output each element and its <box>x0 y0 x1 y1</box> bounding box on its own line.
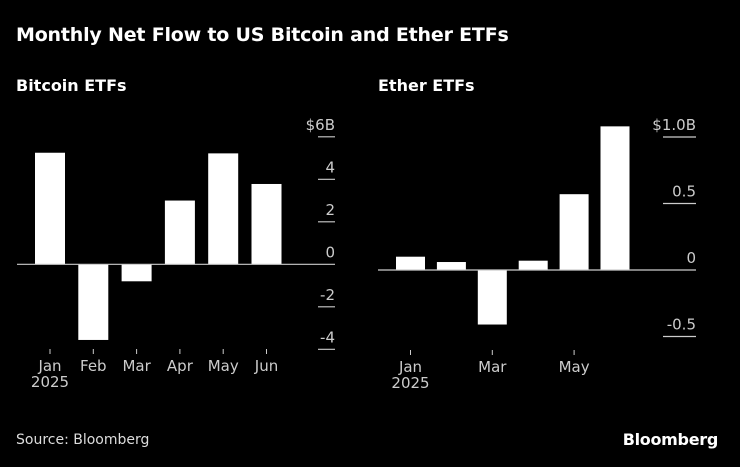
chart-title: Monthly Net Flow to US Bitcoin and Ether… <box>16 24 509 46</box>
bitcoin-y-tick-label: -2 <box>320 286 335 304</box>
ether-y-tick-label: -0.5 <box>667 316 696 334</box>
bitcoin-y-tick-label: $6B <box>306 116 335 134</box>
bitcoin-x-tick-label: Jan <box>37 357 61 375</box>
bitcoin-x-tick-label: Feb <box>80 357 107 375</box>
bitcoin-y-tick-label: -4 <box>320 328 335 346</box>
ether-y-tick-label: $1.0B <box>652 116 696 134</box>
bitcoin-x-tick-label: Apr <box>167 357 194 375</box>
ether-bar-mar <box>477 270 507 325</box>
bitcoin-bar-apr <box>164 200 195 265</box>
bloomberg-logo: Bloomberg <box>622 430 719 449</box>
bitcoin-x-tick-label: Jun <box>254 357 278 375</box>
ether-x-tick-label: Jan <box>398 358 422 376</box>
ether-bar-may <box>559 194 589 270</box>
ether-bar-jan <box>396 256 425 270</box>
bitcoin-subtitle: Bitcoin ETFs <box>16 76 127 95</box>
bitcoin-bar-jun <box>251 183 282 265</box>
ether-y-tick-label: 0 <box>686 249 696 267</box>
ether-bar-jun <box>600 126 630 270</box>
ether-x-tick-label: May <box>559 358 590 376</box>
bitcoin-x-year-label: 2025 <box>31 373 69 391</box>
ether-x-year-label: 2025 <box>391 374 429 392</box>
bitcoin-bar-may <box>208 153 239 265</box>
bitcoin-y-tick-label: 2 <box>325 201 335 219</box>
bitcoin-bar-mar <box>121 264 152 282</box>
bitcoin-x-tick-label: Mar <box>122 357 151 375</box>
ether-x-tick-label: Mar <box>478 358 507 376</box>
ether-bar-feb <box>436 262 466 270</box>
ether-subtitle: Ether ETFs <box>378 76 475 95</box>
ether-bar-apr <box>518 260 548 270</box>
source-note: Source: Bloomberg <box>16 432 150 448</box>
ether-y-tick-label: 0.5 <box>672 183 696 201</box>
bitcoin-x-tick-label: May <box>208 357 239 375</box>
bitcoin-bar-jan <box>35 152 65 265</box>
bitcoin-y-tick-label: 0 <box>325 243 335 261</box>
bitcoin-y-tick-label: 4 <box>325 158 335 176</box>
bitcoin-bar-feb <box>78 264 109 340</box>
